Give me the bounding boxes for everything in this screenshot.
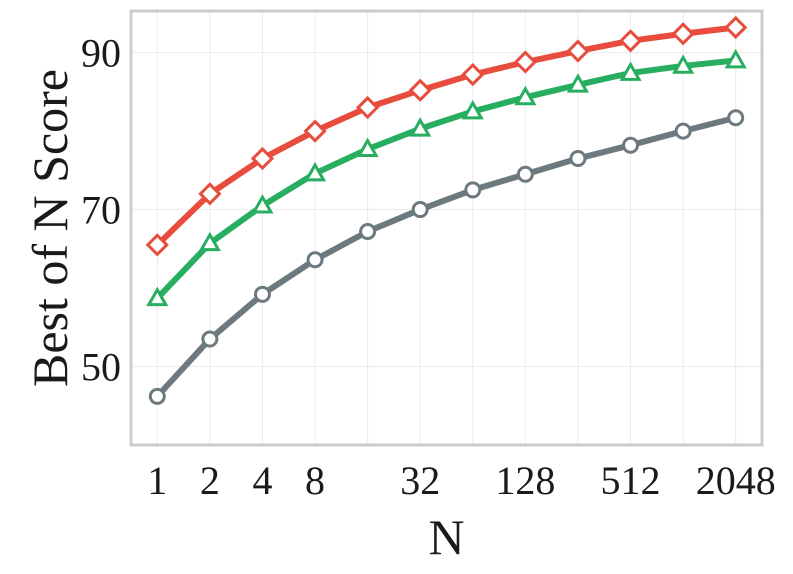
data-point-circle: [148, 387, 166, 405]
y-axis-label: Best of N Score: [22, 69, 78, 387]
data-point-triangle: [566, 73, 590, 93]
data-point-triangle: [461, 99, 484, 120]
y-tick-label: 70: [81, 188, 121, 233]
data-point-circle: [569, 150, 587, 168]
data-point-circle: [516, 165, 534, 183]
series-group: [145, 15, 748, 405]
x-tick-label: 8: [305, 458, 325, 503]
data-point-circle: [253, 285, 271, 303]
data-point-diamond: [566, 39, 590, 63]
data-point-diamond: [250, 146, 275, 171]
data-point-diamond: [198, 182, 222, 206]
data-point-triangle: [303, 161, 327, 182]
x-tick-label: 512: [601, 458, 661, 503]
data-point-diamond: [671, 22, 695, 46]
data-point-circle: [201, 330, 219, 348]
data-point-circle: [306, 251, 324, 269]
plot-area-frame: [129, 9, 764, 447]
grid: [131, 11, 762, 445]
data-point-triangle: [672, 54, 695, 74]
data-point-circle: [622, 136, 640, 154]
data-point-circle: [411, 201, 429, 219]
data-point-diamond: [461, 62, 485, 87]
data-point-circle: [464, 181, 482, 199]
data-point-diamond: [513, 50, 537, 74]
series-line: [154, 114, 739, 400]
y-tick-labels: 50 70 90: [81, 31, 121, 390]
x-tick-labels: 1 2 4 8 32 128 512 2048: [147, 458, 775, 503]
data-point-triangle: [356, 137, 379, 158]
data-point-triangle: [251, 194, 274, 214]
x-axis-label: N: [428, 509, 464, 565]
data-point-diamond: [356, 95, 380, 120]
x-tick-label: 128: [495, 458, 555, 503]
series-3: [148, 109, 745, 405]
y-tick-label: 50: [81, 345, 121, 390]
data-point-diamond: [303, 119, 327, 143]
series-line: [154, 24, 739, 248]
data-point-triangle: [724, 48, 747, 69]
data-point-triangle: [514, 85, 537, 106]
data-point-triangle: [409, 117, 432, 137]
data-point-circle: [359, 223, 377, 241]
data-point-circle: [727, 109, 745, 127]
x-tick-label: 32: [400, 458, 440, 503]
x-tick-label: 4: [252, 458, 272, 503]
data-point-diamond: [618, 29, 643, 53]
data-point-triangle: [146, 286, 169, 307]
series-line: [154, 57, 739, 302]
data-point-triangle: [198, 231, 221, 252]
x-tick-label: 1: [147, 458, 167, 503]
data-point-diamond: [145, 233, 169, 257]
data-point-diamond: [724, 15, 748, 40]
x-tick-label: 2048: [696, 458, 776, 503]
series-1: [145, 15, 748, 257]
data-point-diamond: [408, 78, 432, 102]
data-point-circle: [674, 122, 692, 140]
y-tick-label: 90: [81, 31, 121, 76]
series-2: [146, 48, 747, 307]
data-point-triangle: [619, 61, 642, 81]
x-tick-label: 2: [200, 458, 220, 503]
